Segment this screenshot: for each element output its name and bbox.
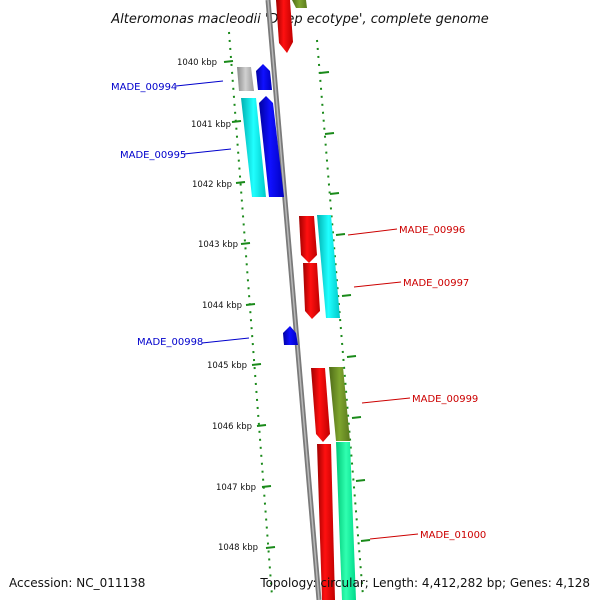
leader-line — [361, 397, 411, 404]
gene-label-text: MADE_00995 — [120, 150, 186, 161]
tick-label: 1046 kbp — [212, 422, 252, 432]
tick-mark — [341, 294, 352, 297]
tick-label: 1048 kbp — [218, 543, 258, 553]
gene-block-grey — [237, 67, 254, 91]
tick-mark — [256, 424, 267, 427]
gene-label-made-00997[interactable]: MADE_00997 — [353, 278, 469, 289]
tick-mark — [360, 539, 371, 542]
gene-block-olive — [329, 367, 350, 441]
gene-label-made-00995[interactable]: MADE_00995 — [120, 148, 232, 161]
gene-label-text: MADE_00996 — [399, 225, 465, 236]
gene-block-olive — [292, 0, 307, 8]
leader-line — [347, 228, 398, 236]
gene-label-text: MADE_00999 — [412, 394, 478, 405]
gene-label-made-00998[interactable]: MADE_00998 — [137, 337, 250, 348]
right-tick-track — [316, 39, 364, 597]
gene-label-text: MADE_01000 — [420, 530, 486, 541]
gene-block-spring — [336, 442, 356, 600]
tick-mark — [235, 181, 246, 184]
leader-line — [175, 80, 224, 87]
tick-mark — [240, 242, 251, 245]
leader-line — [369, 533, 419, 540]
tick-mark — [245, 303, 256, 306]
tick-mark — [231, 120, 242, 123]
tick-mark — [355, 479, 366, 482]
tick-group: 1040 kbp 1041 kbp 1042 kbp 1043 kbp 1044… — [177, 58, 371, 553]
gene-label-text: MADE_00998 — [137, 337, 203, 348]
gene-block-blue — [256, 64, 272, 90]
map-title: Alteromonas macleodii 'Deep ecotype', co… — [110, 12, 488, 27]
gene-block-cyan — [241, 98, 266, 197]
tick-mark — [324, 132, 335, 135]
gene-block-blue — [259, 96, 284, 197]
gene-block-red — [276, 0, 293, 53]
gene-block-red — [317, 444, 335, 600]
tick-label: 1047 kbp — [216, 483, 256, 493]
tick-mark — [351, 416, 362, 419]
tick-mark — [319, 71, 330, 74]
genome-summary-text: Topology: circular; Length: 4,412,282 bp… — [259, 576, 590, 590]
leader-line — [353, 281, 402, 288]
backbone-highlight — [267, 0, 320, 600]
tick-mark — [335, 233, 346, 236]
leader-line — [201, 337, 250, 344]
tick-label: 1045 kbp — [207, 361, 247, 371]
tick-mark — [223, 60, 234, 63]
gene-block-red — [303, 263, 320, 319]
gene-label-made-00996[interactable]: MADE_00996 — [347, 225, 465, 236]
leader-line — [183, 148, 232, 155]
tick-label: 1044 kbp — [202, 301, 242, 311]
gene-label-text: MADE_00994 — [111, 82, 177, 93]
gene-block-blue — [283, 326, 298, 345]
gene-block-red — [311, 368, 330, 442]
tick-mark — [329, 192, 340, 195]
tick-label: 1042 kbp — [192, 180, 232, 190]
tick-label: 1043 kbp — [198, 240, 238, 250]
gene-block-cyan — [317, 215, 340, 318]
tick-mark — [346, 355, 357, 358]
gene-label-text: MADE_00997 — [403, 278, 469, 289]
tick-mark — [261, 485, 272, 488]
accession-text: Accession: NC_011138 — [9, 576, 145, 590]
tick-mark — [265, 546, 276, 549]
gene-label-made-01000[interactable]: MADE_01000 — [369, 530, 486, 541]
tick-label: 1041 kbp — [191, 120, 231, 130]
gene-block-red — [299, 216, 317, 263]
tick-mark — [251, 363, 262, 366]
gene-label-made-00999[interactable]: MADE_00999 — [361, 394, 478, 405]
gene-label-made-00994[interactable]: MADE_00994 — [111, 80, 224, 93]
tick-label: 1040 kbp — [177, 58, 217, 68]
